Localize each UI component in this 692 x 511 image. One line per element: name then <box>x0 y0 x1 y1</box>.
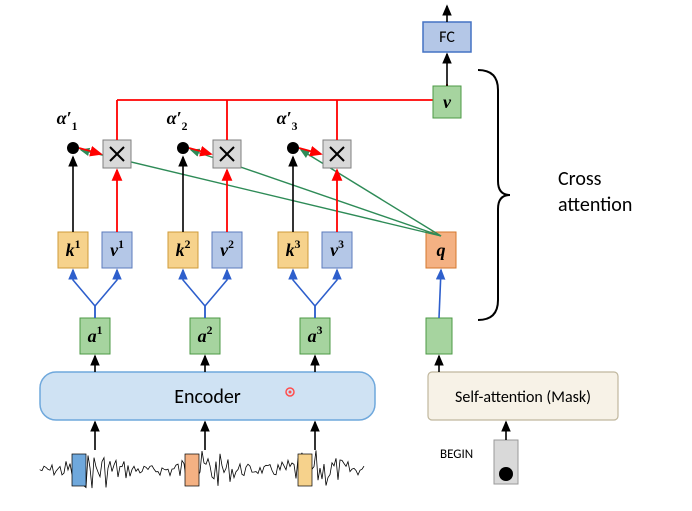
a-to-v-arrow-0 <box>95 270 117 318</box>
v-out-label: v <box>443 92 452 112</box>
wave-marker-0 <box>72 454 86 486</box>
cross-attention-brace <box>478 70 510 320</box>
cross-attention-label-1: attention <box>558 193 632 217</box>
encoder-label: Encoder <box>174 385 241 409</box>
waveform <box>40 450 364 488</box>
a-to-k-arrow-0 <box>73 270 95 318</box>
alpha-label-1: α′2 <box>167 108 188 133</box>
q-to-dot-arrow-0 <box>81 150 441 236</box>
begin-label: BEGIN <box>440 447 473 462</box>
alpha-dot-1 <box>177 142 189 154</box>
alpha-label-0: α′1 <box>57 108 78 133</box>
alpha-dot-2 <box>287 142 299 154</box>
alpha-dot-0 <box>67 142 79 154</box>
fc-label: FC <box>439 28 455 47</box>
wave-marker-1 <box>185 454 199 486</box>
q-label: q <box>437 240 446 260</box>
self-attention-label: Self-attention (Mask) <box>455 388 591 407</box>
hidden-to-q-arrow <box>439 270 441 318</box>
q-to-dot-arrow-2 <box>301 150 441 236</box>
begin-dot <box>499 467 513 481</box>
encoder-red-dot-center <box>289 391 292 394</box>
a-to-v-arrow-2 <box>315 270 337 318</box>
wave-marker-2 <box>298 454 312 486</box>
decoder-hidden-box <box>426 318 452 354</box>
a-to-k-arrow-1 <box>183 270 205 318</box>
cross-attention-label-0: Cross <box>558 167 602 191</box>
a-to-v-arrow-1 <box>205 270 227 318</box>
a-to-k-arrow-2 <box>293 270 315 318</box>
alpha-label-2: α′3 <box>277 108 298 133</box>
